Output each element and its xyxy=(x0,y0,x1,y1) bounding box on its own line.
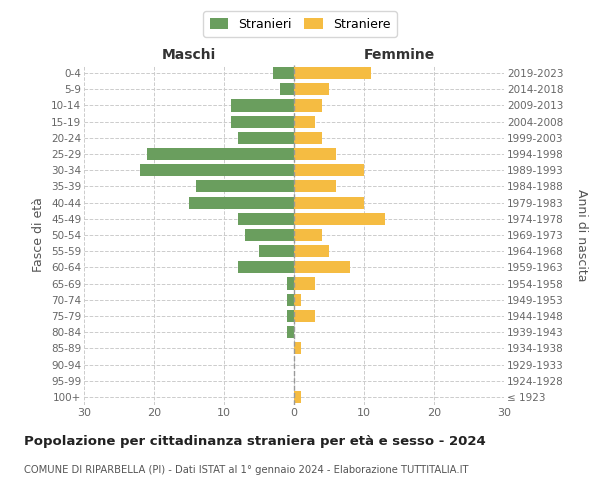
Bar xyxy=(140,164,294,176)
Bar xyxy=(294,164,364,176)
Bar xyxy=(294,310,315,322)
Bar xyxy=(294,278,315,289)
Bar xyxy=(238,132,294,144)
Text: COMUNE DI RIPARBELLA (PI) - Dati ISTAT al 1° gennaio 2024 - Elaborazione TUTTITA: COMUNE DI RIPARBELLA (PI) - Dati ISTAT a… xyxy=(24,465,469,475)
Bar xyxy=(287,294,294,306)
Bar xyxy=(294,132,322,144)
Bar xyxy=(294,229,322,241)
Bar xyxy=(294,342,301,354)
Bar xyxy=(238,212,294,225)
Text: Femmine: Femmine xyxy=(364,48,434,62)
Bar xyxy=(287,326,294,338)
Bar xyxy=(245,229,294,241)
Bar xyxy=(294,245,329,258)
Bar xyxy=(294,116,315,128)
Bar xyxy=(294,148,336,160)
Bar xyxy=(294,391,301,403)
Bar xyxy=(294,67,371,79)
Y-axis label: Anni di nascita: Anni di nascita xyxy=(575,188,587,281)
Bar xyxy=(273,67,294,79)
Text: Popolazione per cittadinanza straniera per età e sesso - 2024: Popolazione per cittadinanza straniera p… xyxy=(24,435,486,448)
Bar xyxy=(196,180,294,192)
Y-axis label: Fasce di età: Fasce di età xyxy=(32,198,46,272)
Bar xyxy=(287,310,294,322)
Bar xyxy=(294,262,350,274)
Legend: Stranieri, Straniere: Stranieri, Straniere xyxy=(203,11,397,37)
Bar xyxy=(294,180,336,192)
Bar xyxy=(238,262,294,274)
Bar xyxy=(280,83,294,96)
Bar xyxy=(294,294,301,306)
Bar xyxy=(294,196,364,208)
Bar xyxy=(294,100,322,112)
Bar xyxy=(231,100,294,112)
Bar xyxy=(147,148,294,160)
Text: Maschi: Maschi xyxy=(162,48,216,62)
Bar xyxy=(189,196,294,208)
Bar xyxy=(287,278,294,289)
Bar xyxy=(231,116,294,128)
Bar xyxy=(294,83,329,96)
Bar xyxy=(294,212,385,225)
Bar xyxy=(259,245,294,258)
